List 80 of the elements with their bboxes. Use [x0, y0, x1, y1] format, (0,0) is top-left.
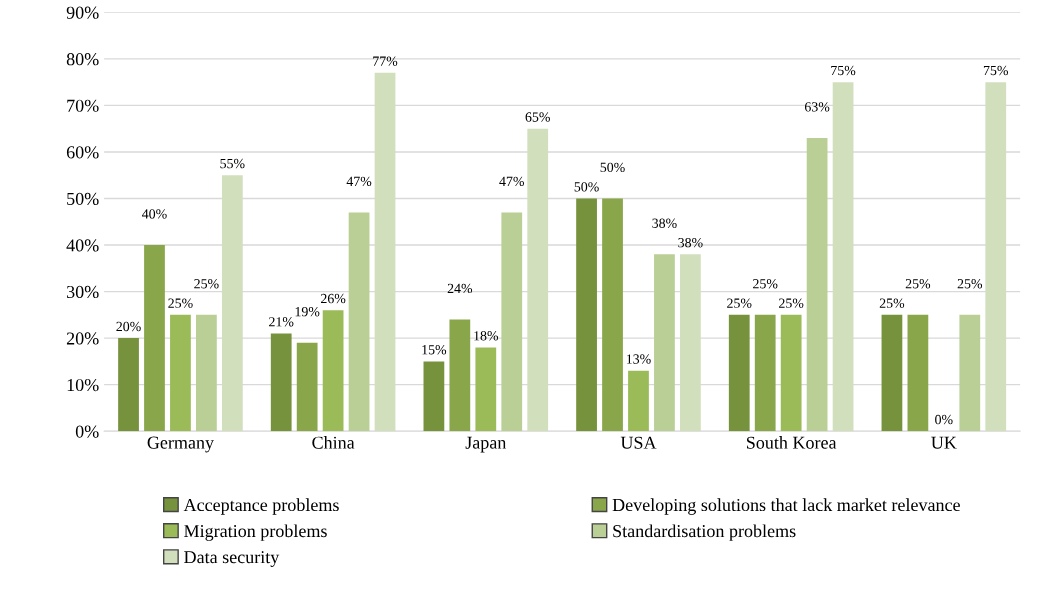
bar: [806, 137, 828, 432]
data-label: 19%: [295, 306, 320, 317]
data-label: 63%: [804, 102, 830, 112]
data-label: 47%: [499, 176, 525, 187]
bar: [118, 338, 139, 432]
data-label: 38%: [652, 218, 677, 228]
bar: [449, 319, 471, 432]
x-tick-label: USA: [620, 436, 657, 449]
bar: [832, 82, 854, 432]
y-tick-label: 40%: [66, 239, 99, 252]
x-tick-label: UK: [931, 436, 957, 449]
y-tick-label: 20%: [66, 332, 99, 345]
y-tick-label: 50%: [67, 192, 99, 205]
y-tick-label: 80%: [66, 53, 99, 66]
data-label: 21%: [269, 317, 294, 327]
data-label: 65%: [525, 112, 550, 122]
bar: [170, 314, 191, 432]
data-label: 55%: [220, 158, 245, 169]
bar: [423, 361, 445, 432]
legend-label: Acceptance problems: [183, 498, 339, 515]
bar: [602, 198, 623, 432]
y-tick-label: 30%: [67, 285, 99, 299]
data-label: 40%: [142, 209, 167, 219]
data-label: 47%: [346, 176, 372, 187]
data-label: 18%: [474, 331, 499, 341]
data-label: 25%: [194, 279, 219, 289]
data-label: 75%: [983, 65, 1009, 76]
bar: [527, 128, 549, 432]
legend-label: Developing solutions that lack market relevance: [612, 498, 960, 515]
bar: [475, 347, 497, 432]
data-label: 25%: [779, 298, 804, 308]
bar: [322, 310, 344, 432]
bar: [144, 245, 165, 432]
bar: [985, 82, 1007, 432]
data-label: 15%: [422, 345, 447, 355]
bar: [296, 342, 318, 432]
bar: [907, 314, 929, 432]
bar: [270, 333, 292, 432]
bar: [654, 254, 675, 432]
y-tick-label: 10%: [67, 378, 99, 392]
data-label: 50%: [600, 162, 625, 173]
legend-label: Migration problems: [184, 524, 327, 541]
data-label: 26%: [321, 293, 346, 304]
data-label: 75%: [831, 65, 856, 76]
x-tick-label: South Korea: [746, 436, 837, 449]
data-label: 25%: [168, 298, 193, 308]
bar: [221, 175, 243, 432]
data-label: 24%: [447, 283, 473, 294]
data-label: 38%: [678, 237, 703, 248]
data-label: 25%: [727, 298, 752, 308]
y-tick-label: 60%: [66, 146, 99, 159]
x-tick-label: China: [312, 436, 355, 449]
bar: [374, 72, 396, 432]
bar: [680, 254, 701, 432]
data-label: 25%: [879, 298, 905, 308]
data-label: 0%: [935, 414, 953, 425]
bar: [780, 314, 802, 432]
data-label: 13%: [626, 354, 651, 364]
bar: [628, 370, 649, 432]
bar: [959, 314, 981, 432]
bar: [196, 314, 217, 432]
data-label: 25%: [957, 279, 983, 289]
data-label: 25%: [753, 279, 778, 289]
y-tick-label: 90%: [66, 6, 99, 19]
legend-label: Standardisation problems: [613, 524, 796, 541]
data-label: 20%: [116, 321, 141, 332]
x-tick-label: Japan: [465, 436, 507, 453]
data-label: 25%: [905, 279, 931, 289]
y-tick-label: 70%: [67, 99, 99, 112]
legend-label: Data security: [184, 551, 280, 567]
bar: [881, 314, 903, 432]
bar: [754, 314, 776, 432]
bar: [501, 212, 523, 432]
y-tick-label: 0%: [75, 425, 99, 438]
data-label: 77%: [373, 56, 398, 66]
bar: [348, 212, 370, 432]
bar: [728, 314, 750, 432]
bar: [576, 198, 597, 432]
data-label: 50%: [574, 182, 599, 192]
x-tick-label: Germany: [147, 436, 214, 453]
